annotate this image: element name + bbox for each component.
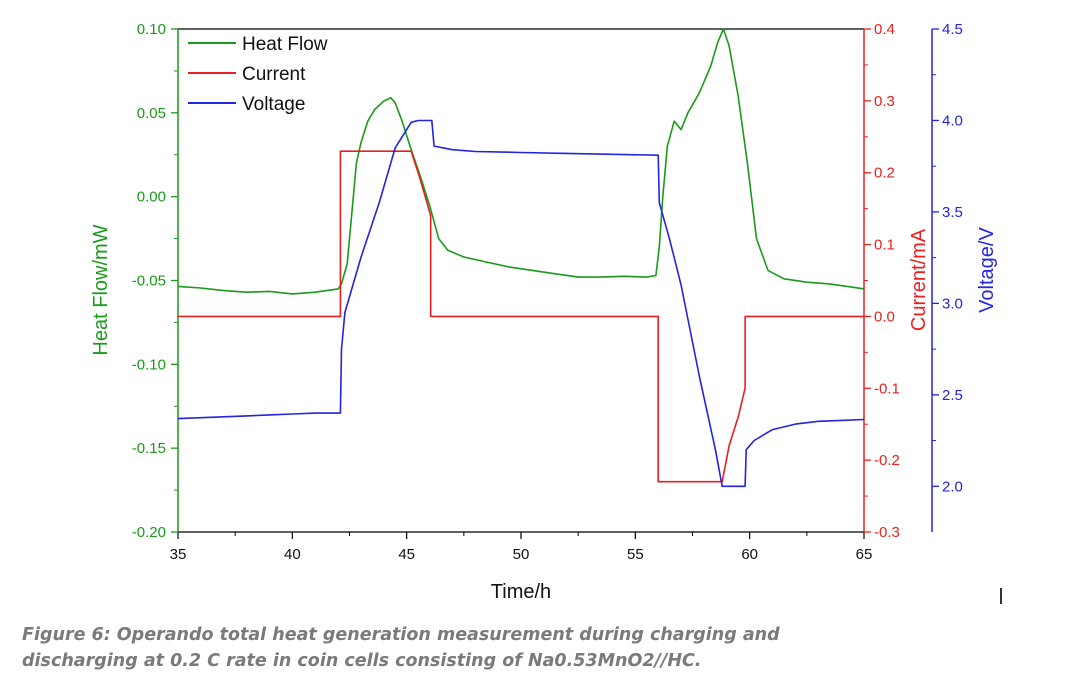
axis-ticks: 35 40 45 50 55 60 65 -0.20 -0.15 -0.10 -0.05 0.00 0.… [132,21,963,563]
y-tick-label: 0.00 [137,189,166,206]
y-tick-label: 0.2 [874,165,895,182]
legend-label-voltage: Voltage [242,94,305,115]
series-lines [177,28,865,488]
current-axis-label: Current/mA [908,228,930,331]
x-tick-label: 60 [741,546,758,563]
y-tick-label: 0.3 [874,93,895,110]
x-tick-label: 35 [170,546,187,563]
y-tick-label: -0.1 [874,380,900,397]
legend: Heat Flow Current Voltage [188,34,328,115]
x-tick-label: 40 [284,546,301,563]
x-tick-label: 45 [398,546,415,563]
text-cursor-mark [1000,588,1002,604]
caption-line-2: discharging at 0.2 C rate in coin cells … [22,651,702,671]
x-tick-label: 65 [856,546,873,563]
y-tick-label: 0.4 [874,21,895,38]
legend-label-current: Current [242,64,306,85]
series-current-line [178,150,864,483]
figure-caption: Figure 6: Operando total heat generation… [22,622,922,674]
y-tick-label: 4.5 [942,21,963,38]
y-tick-label: -0.05 [132,273,166,290]
y-tick-label: -0.10 [132,356,166,373]
x-tick-label: 55 [627,546,644,563]
voltage-axis-label: Voltage/V [976,227,998,313]
x-tick-label: 50 [513,546,530,563]
series-voltage-line [177,119,865,488]
y-tick-label: 0.05 [137,105,166,122]
y-tick-label: 0.0 [874,308,895,325]
y-tick-label: -0.15 [132,440,166,457]
y-tick-label: 0.10 [137,21,166,38]
y-tick-label: -0.20 [132,524,166,541]
x-axis-label: Time/h [491,581,551,603]
legend-label-heat-flow: Heat Flow [242,34,328,55]
y-tick-label: 2.0 [942,478,963,495]
caption-line-1: Figure 6: Operando total heat generation… [22,625,780,645]
y-tick-label: 3.5 [942,204,963,221]
y-tick-label: 4.0 [942,112,963,129]
y-tick-label: -0.2 [874,452,900,469]
y-tick-label: -0.3 [874,524,900,541]
y-tick-label: 3.0 [942,295,963,312]
y-tick-label: 2.5 [942,387,963,404]
chart-canvas: 35 40 45 50 55 60 65 -0.20 -0.15 -0.10 -0.05 0.00 0.… [90,21,998,603]
left-axis-label: Heat Flow/mW [90,224,112,355]
y-tick-label: 0.1 [874,237,895,254]
series-heat-flow-line [177,28,865,295]
